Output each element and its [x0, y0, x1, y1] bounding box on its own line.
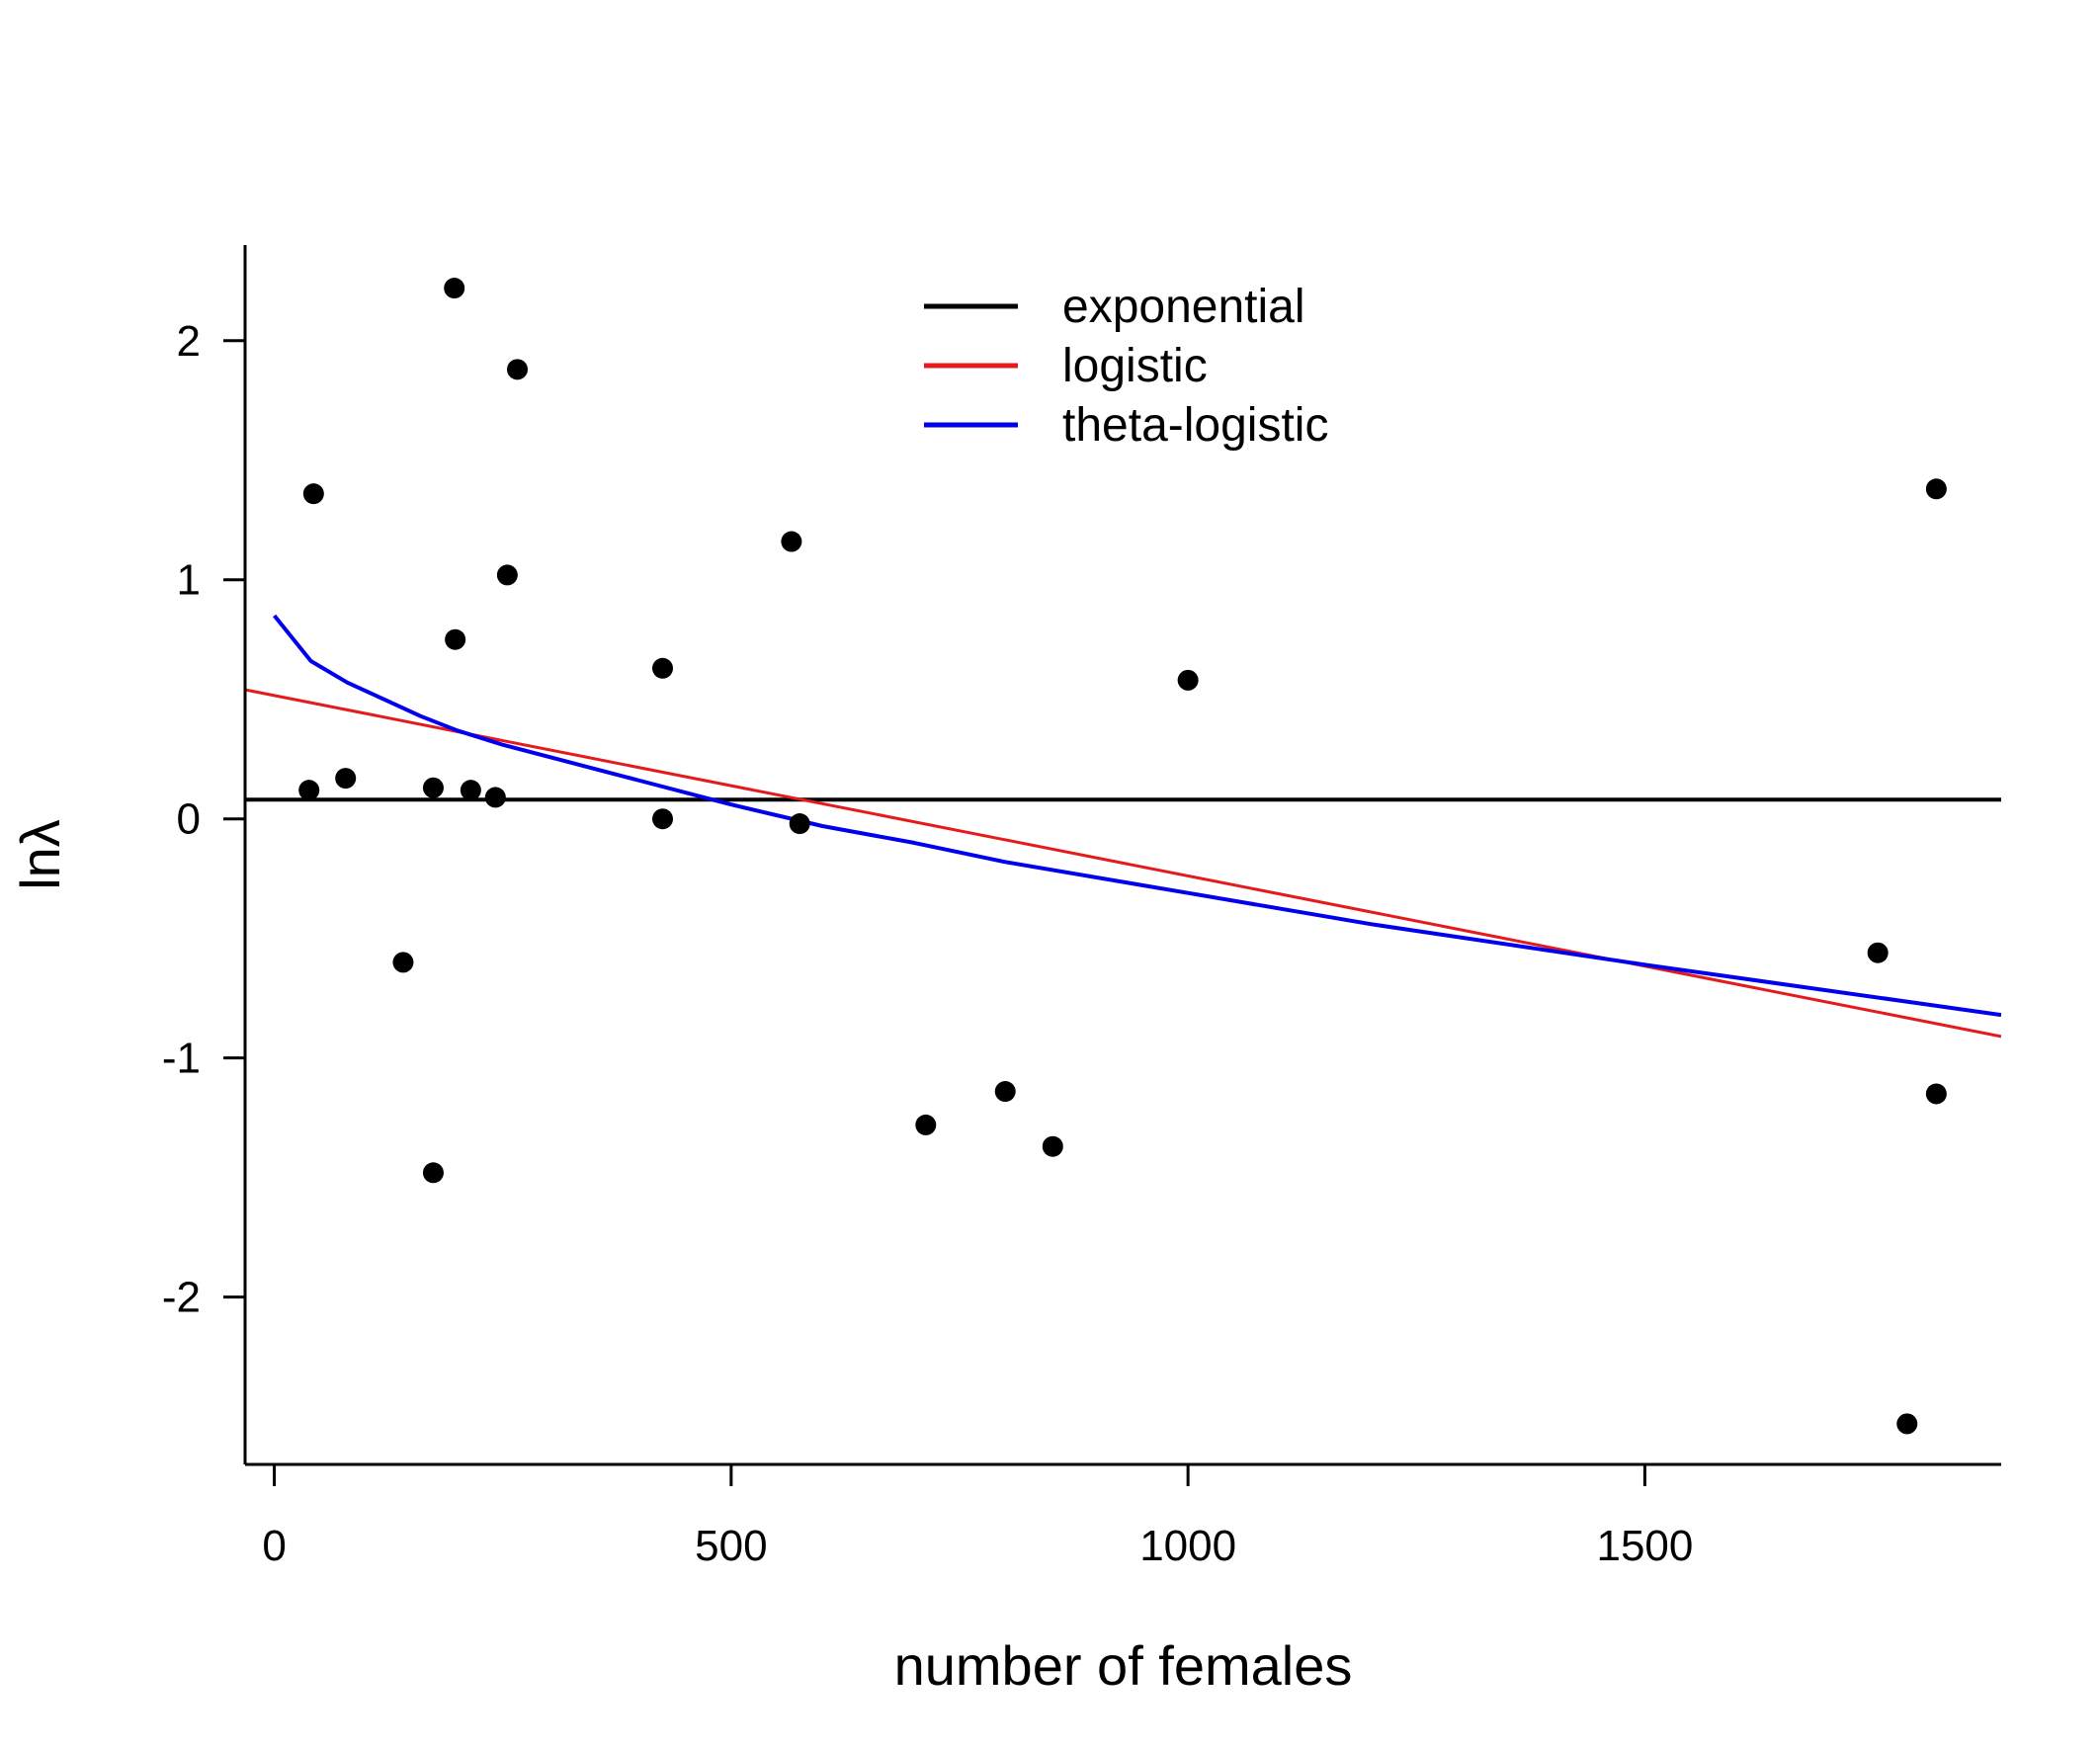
data-point — [652, 808, 674, 830]
legend: exponential logistic theta-logistic — [924, 281, 1328, 452]
y-tick-label: 0 — [177, 795, 201, 844]
x-axis-ticks: 0 500 1000 1500 — [262, 1464, 1693, 1570]
x-tick-label: 500 — [695, 1522, 767, 1570]
legend-label-exponential: exponential — [1062, 281, 1305, 333]
data-point — [1896, 1413, 1918, 1435]
x-tick-label: 0 — [262, 1522, 286, 1570]
y-axis-title: lnλ — [9, 819, 71, 890]
y-tick-label: 2 — [177, 317, 201, 366]
series-lines — [245, 614, 2001, 1039]
data-point — [1925, 478, 1947, 500]
series-line-logistic — [245, 688, 2001, 1039]
data-points — [298, 278, 1947, 1435]
data-point — [298, 780, 320, 801]
data-point — [460, 780, 481, 801]
data-point — [496, 564, 518, 586]
x-tick-label: 1500 — [1596, 1522, 1693, 1570]
data-point — [392, 952, 414, 973]
axes: 0 500 1000 1500 -2 -1 0 1 2 — [162, 245, 2001, 1570]
data-point — [422, 777, 444, 798]
data-point — [789, 813, 810, 835]
data-point — [302, 483, 324, 505]
data-point — [994, 1081, 1016, 1103]
data-point — [507, 359, 529, 380]
y-tick-label: -1 — [162, 1035, 201, 1083]
y-axis-ticks: -2 -1 0 1 2 — [162, 317, 245, 1322]
data-point — [915, 1114, 937, 1135]
data-point — [1177, 669, 1199, 691]
data-point — [781, 531, 802, 552]
data-point — [444, 278, 465, 299]
legend-label-logistic: logistic — [1062, 340, 1208, 392]
data-point — [1925, 1083, 1947, 1105]
data-point — [422, 1162, 444, 1184]
data-point — [1042, 1135, 1063, 1157]
data-point — [1867, 942, 1889, 963]
x-axis-title: number of females — [894, 1634, 1353, 1697]
data-point — [335, 768, 357, 790]
data-point — [445, 628, 466, 650]
y-tick-label: 1 — [177, 556, 201, 605]
y-tick-label: -2 — [162, 1274, 201, 1322]
legend-label-theta-logistic: theta-logistic — [1062, 399, 1328, 452]
series-line-theta-logistic — [273, 614, 2001, 1018]
data-point — [484, 787, 506, 808]
data-point — [652, 657, 674, 679]
x-tick-label: 1000 — [1139, 1522, 1236, 1570]
